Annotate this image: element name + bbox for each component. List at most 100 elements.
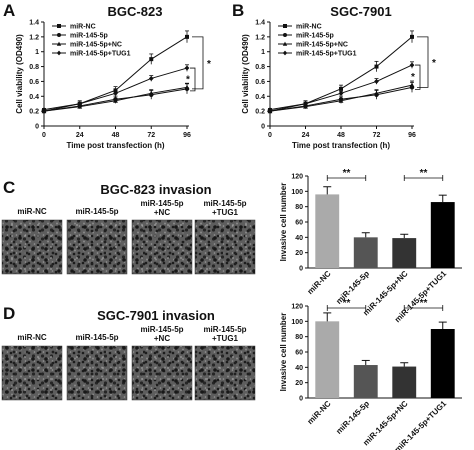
bar xyxy=(392,238,417,268)
image-label: +NC xyxy=(154,208,170,217)
x-tick-label: 72 xyxy=(373,132,381,139)
x-axis-label: Time post transfection (h) xyxy=(292,141,390,150)
data-point xyxy=(41,107,47,113)
legend-label: miR-145-5p+NC xyxy=(70,42,122,49)
image-label: miR-NC xyxy=(17,207,47,216)
y-tick-label: 0.8 xyxy=(29,64,39,71)
bar xyxy=(430,329,455,398)
x-tick-label: 24 xyxy=(302,132,310,139)
invasion-image-texture xyxy=(132,346,192,400)
invasion-image-texture xyxy=(132,220,192,274)
y-tick-label: 0.2 xyxy=(255,109,265,116)
invasion-images-d: miR-NC miR-145-5pmiR-145-5p+NCmiR-145-5p+… xyxy=(1,325,256,401)
panel-title-b: SGC-7901 xyxy=(330,4,391,19)
legend-label: miR-NC xyxy=(70,24,96,31)
invasion-image-texture xyxy=(2,220,62,274)
y-tick-label: 0 xyxy=(299,396,303,403)
significance-mark: * xyxy=(207,59,211,70)
y-tick-label: 120 xyxy=(291,174,303,181)
x-tick-label: miR-145-5p xyxy=(334,399,371,436)
data-point xyxy=(267,107,273,113)
data-point xyxy=(303,104,308,109)
data-point xyxy=(374,64,379,69)
image-label: +TUG1 xyxy=(212,334,239,343)
image-label: miR-145-5p xyxy=(140,199,183,208)
bar xyxy=(315,321,340,398)
panel-letter-d: D xyxy=(3,304,15,323)
panel-letter-b: B xyxy=(232,1,244,20)
panel-letter-c: C xyxy=(3,178,15,197)
y-tick-label: 40 xyxy=(295,235,303,242)
y-tick-label: 120 xyxy=(291,304,303,311)
significance-mark: ** xyxy=(343,168,351,179)
bar xyxy=(392,366,417,398)
x-axis-label: Time post transfection (h) xyxy=(66,141,164,150)
data-point xyxy=(113,98,118,103)
legend-marker xyxy=(283,24,287,28)
y-tick-label: 1.4 xyxy=(255,20,265,27)
x-tick-label: miR-NC xyxy=(306,269,333,296)
y-tick-label: 0.6 xyxy=(29,79,39,86)
legend-label: miR-145-5p+TUG1 xyxy=(70,51,131,58)
y-tick-label: 1.2 xyxy=(255,34,265,41)
y-tick-label: 0.8 xyxy=(255,64,265,71)
image-label: miR-145-5p xyxy=(140,325,183,334)
bar xyxy=(315,194,340,268)
legend-label: miR-145-5p+TUG1 xyxy=(296,51,357,58)
legend-marker xyxy=(56,50,62,56)
image-label: +TUG1 xyxy=(212,208,239,217)
data-point xyxy=(148,90,154,96)
legend-label: miR-NC xyxy=(296,24,322,31)
legend-label: miR-145-5p xyxy=(70,33,108,40)
y-tick-label: 0.2 xyxy=(29,109,39,116)
legend-marker xyxy=(282,41,288,46)
bar xyxy=(353,365,378,398)
data-point xyxy=(149,57,154,62)
legend-marker xyxy=(283,33,287,37)
data-point xyxy=(374,78,379,85)
y-axis-label: Invasive cell number xyxy=(279,313,288,392)
significance-bracket xyxy=(190,67,196,92)
data-point xyxy=(184,84,190,90)
y-tick-label: 60 xyxy=(295,350,303,357)
y-tick-label: 80 xyxy=(295,204,303,211)
panel-letter-a: A xyxy=(3,1,15,20)
data-point xyxy=(409,82,415,88)
significance-mark: * xyxy=(411,72,415,83)
image-label: miR-145-5p xyxy=(203,325,246,334)
significance-mark: * xyxy=(186,74,190,85)
y-tick-label: 1 xyxy=(35,49,39,56)
legend-marker xyxy=(56,41,62,46)
data-point xyxy=(113,88,118,93)
y-tick-label: 1.2 xyxy=(29,34,39,41)
y-tick-label: 0.4 xyxy=(255,94,265,101)
x-tick-label: 96 xyxy=(183,132,191,139)
significance-bracket xyxy=(192,36,204,90)
invasion-image-texture xyxy=(195,346,255,400)
data-point xyxy=(77,101,83,107)
panel-title-d: SGC-7901 invasion xyxy=(97,308,215,323)
y-tick-label: 60 xyxy=(295,220,303,227)
y-tick-label: 1.4 xyxy=(29,20,39,27)
legend-label: miR-145-5p xyxy=(296,33,334,40)
y-axis-label: Cell viability (OD490) xyxy=(15,34,24,114)
data-point xyxy=(303,101,308,107)
bar xyxy=(430,202,455,268)
data-point xyxy=(374,90,379,96)
chart-a: 0 0.2 0.4 0.6 0.8 1 1.2 1.4 0 24 48 72 96 Time post t… xyxy=(15,20,211,151)
invasion-image-texture xyxy=(67,220,127,274)
significance-bracket xyxy=(415,64,421,90)
image-label: miR-NC xyxy=(17,333,47,342)
invasion-images-c: miR-NC miR-145-5pmiR-145-5p+NCmiR-145-5p+… xyxy=(1,199,256,275)
x-tick-label: miR-NC xyxy=(306,399,333,426)
panel-title-a: BGC-823 xyxy=(108,4,163,19)
invasion-image-texture xyxy=(195,220,255,274)
significance-bracket xyxy=(417,36,429,88)
image-label: miR-145-5p xyxy=(75,207,118,216)
x-tick-label: 48 xyxy=(337,132,345,139)
data-point xyxy=(338,98,344,103)
chart-b: 0 0.2 0.4 0.6 0.8 1 1.2 1.4 0 24 48 72 96 Time post t… xyxy=(241,20,436,151)
